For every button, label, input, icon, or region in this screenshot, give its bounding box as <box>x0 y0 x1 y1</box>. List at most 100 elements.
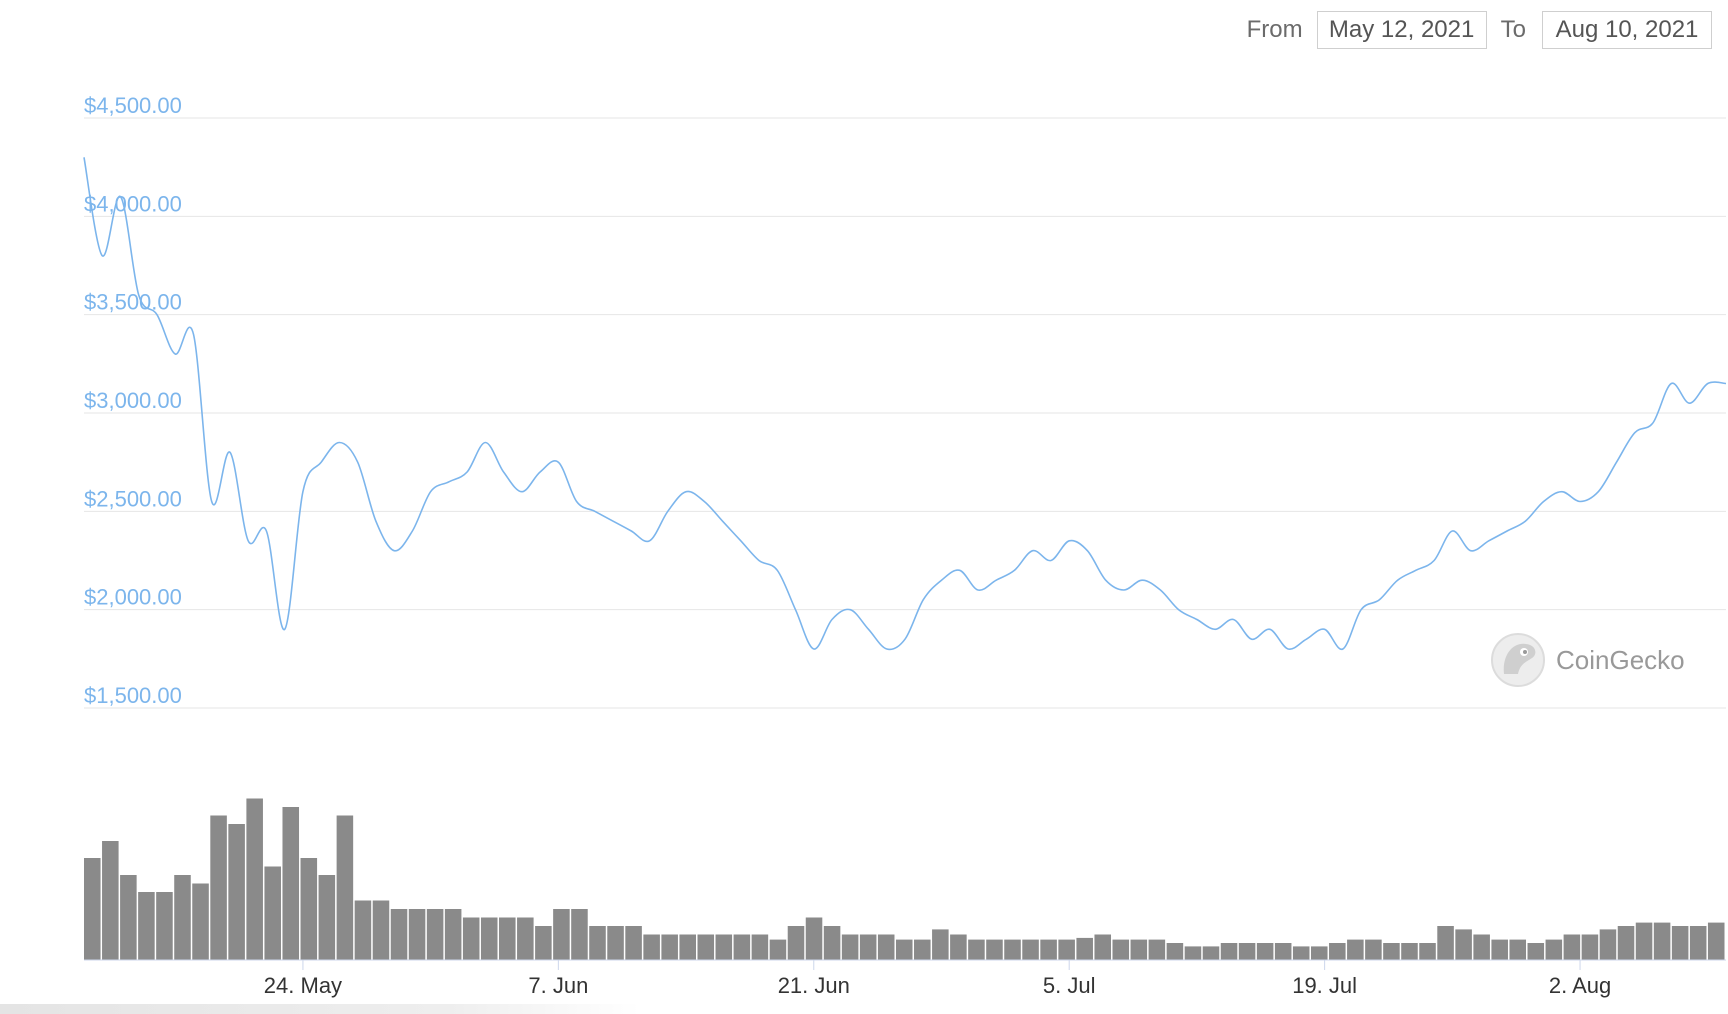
volume-bar <box>1274 943 1292 960</box>
volume-bar <box>480 917 498 960</box>
volume-bar <box>607 926 624 960</box>
watermark-text: CoinGecko <box>1556 645 1685 675</box>
volume-bar <box>1491 939 1508 960</box>
volume-bar <box>1599 929 1617 960</box>
volume-bar <box>553 909 570 960</box>
volume-bar <box>300 858 318 960</box>
volume-bar <box>426 909 444 960</box>
volume-bar <box>769 939 787 960</box>
volume-bar <box>1365 939 1382 960</box>
volume-bar <box>733 934 751 960</box>
volume-bar <box>336 815 354 960</box>
volume-bar <box>1040 939 1057 960</box>
volume-bar <box>1329 943 1346 960</box>
volume-bar <box>246 798 263 960</box>
volume-bar <box>1202 946 1220 960</box>
volume-bar <box>1653 922 1671 960</box>
volume-bar <box>84 858 101 960</box>
y-tick-label: $1,500.00 <box>84 683 182 708</box>
volume-bar <box>1256 943 1274 960</box>
volume-bar <box>571 909 588 960</box>
y-tick-label: $4,500.00 <box>84 93 182 118</box>
volume-bar <box>408 909 426 960</box>
volume-bar <box>210 815 227 960</box>
volume-bar <box>120 875 137 960</box>
volume-bar <box>1383 943 1400 960</box>
volume-bar <box>1707 922 1725 960</box>
volume-bar <box>751 934 769 960</box>
volume-bar <box>697 934 715 960</box>
y-axis-labels: $4,500.00 $4,000.00 $3,500.00 $3,000.00 $2,5… <box>84 93 182 708</box>
volume-bar <box>1563 934 1581 960</box>
volume-bar <box>1347 939 1364 960</box>
volume-bar <box>1509 939 1527 960</box>
volume-bar <box>1671 926 1689 960</box>
volume-bar <box>192 883 209 960</box>
volume-bar <box>372 900 390 960</box>
x-tick-label: 24. May <box>264 973 342 998</box>
volume-bar <box>390 909 408 960</box>
volume-bar <box>1581 934 1599 960</box>
y-tick-label: $2,000.00 <box>84 585 182 610</box>
volume-bar <box>968 939 985 960</box>
y-gridlines <box>84 117 1726 709</box>
volume-bar <box>535 926 552 960</box>
volume-bar <box>444 909 462 960</box>
volume-bar <box>1238 943 1256 960</box>
volume-bar <box>1437 926 1454 960</box>
to-date-input[interactable] <box>1542 11 1712 49</box>
from-label: From <box>1246 16 1303 43</box>
y-tick-label: $2,500.00 <box>84 486 182 511</box>
x-axis-ticks: 24. May 7. Jun 21. Jun 5. Jul 19. Jul 2. Aug <box>264 960 1611 998</box>
volume-bar <box>174 875 191 960</box>
volume-bar <box>1130 939 1148 960</box>
x-tick-label: 5. Jul <box>1043 973 1096 998</box>
volume-bar <box>1635 922 1653 960</box>
volume-bar <box>625 926 642 960</box>
horizontal-scrollbar-shadow <box>0 1004 640 1014</box>
date-range-selector: From To <box>1247 8 1712 52</box>
volume-bar <box>1419 943 1436 960</box>
volume-bar <box>138 892 155 960</box>
y-tick-label: $4,000.00 <box>84 191 182 216</box>
volume-bar <box>1094 934 1112 960</box>
volume-bar <box>679 934 696 960</box>
from-date-input[interactable] <box>1316 11 1487 49</box>
volume-bar <box>1617 926 1635 960</box>
volume-bar <box>228 824 245 960</box>
to-label: To <box>1500 16 1526 43</box>
volume-bar <box>264 866 281 960</box>
volume-bar <box>859 934 877 960</box>
volume-bar <box>1166 943 1184 960</box>
volume-bar <box>1022 939 1039 960</box>
y-tick-label: $3,000.00 <box>84 388 182 413</box>
volume-bar <box>462 917 480 960</box>
volume-bar <box>1527 943 1545 960</box>
volume-bar <box>1310 946 1328 960</box>
volume-bar <box>895 939 913 960</box>
volume-bar <box>282 807 300 960</box>
volume-bar <box>1292 946 1310 960</box>
volume-bar <box>805 917 823 960</box>
volume-bar <box>1004 939 1021 960</box>
volume-bar <box>1473 934 1490 960</box>
volume-bar <box>517 917 534 960</box>
volume-bar <box>1076 937 1093 960</box>
volume-bar <box>354 900 372 960</box>
volume-bar <box>1184 946 1202 960</box>
volume-bar <box>643 934 660 960</box>
volume-bar <box>823 926 841 960</box>
x-tick-label: 19. Jul <box>1292 973 1357 998</box>
volume-bar <box>1220 943 1238 960</box>
price-line <box>83 157 1727 651</box>
volume-bar <box>841 934 859 960</box>
volume-bar <box>102 841 119 960</box>
coingecko-watermark: CoinGecko <box>1491 633 1685 687</box>
volume-bar <box>787 926 805 960</box>
volume-bar <box>661 934 678 960</box>
volume-bar <box>914 939 931 960</box>
volume-bar <box>1455 929 1472 960</box>
volume-bar <box>950 934 967 960</box>
volume-bar <box>1148 939 1166 960</box>
